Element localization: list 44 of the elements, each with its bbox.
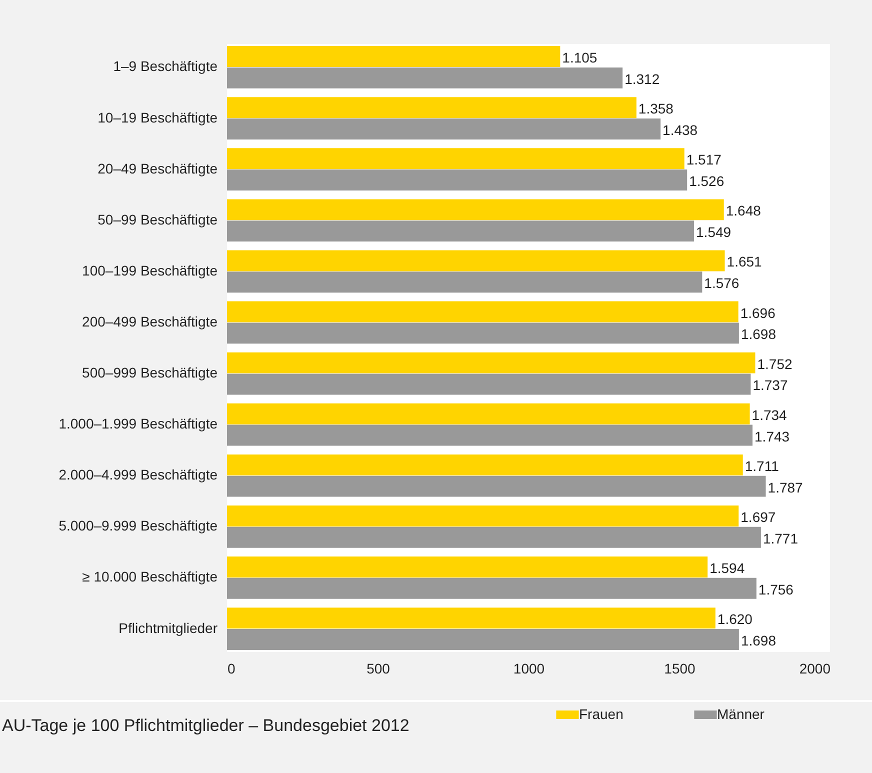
x-tick-label: 1000 bbox=[513, 660, 545, 676]
data-label: 1.771 bbox=[762, 530, 798, 546]
x-tick-label: 0 bbox=[228, 660, 236, 676]
data-label: 1.734 bbox=[752, 406, 788, 423]
data-label: 1.752 bbox=[757, 356, 792, 372]
data-label: 1.756 bbox=[758, 581, 794, 598]
y-tick-label: 100–199 Beschäftigte bbox=[82, 262, 218, 278]
x-tick-label: 2000 bbox=[799, 660, 831, 676]
legend-label: Frauen bbox=[579, 706, 624, 722]
y-tick-label: 50–99 Beschäftigte bbox=[98, 211, 218, 228]
data-label: 1.737 bbox=[752, 377, 788, 394]
data-label: 1.743 bbox=[754, 428, 790, 444]
y-tick-label: 2.000–4.999 Beschäftigte bbox=[58, 466, 218, 483]
data-label: 1.711 bbox=[744, 458, 780, 474]
data-label: 1.549 bbox=[696, 224, 732, 240]
data-label: 1.438 bbox=[662, 122, 698, 138]
x-tick-label: 500 bbox=[366, 660, 390, 676]
data-label: 1.698 bbox=[740, 326, 776, 342]
y-tick-label: 1–9 Beschäftigte bbox=[113, 58, 218, 74]
text: AU-Tage je 100 Pflichtmitglieder – Bundesgebiet 2012 bbox=[2, 716, 410, 736]
data-label: 1.594 bbox=[710, 560, 745, 576]
y-tick-label: 200–499 Beschäftigte bbox=[82, 313, 218, 330]
y-tick-label: 5.000–9.999 Beschäftigte bbox=[58, 518, 218, 534]
y-tick-label: ≥ 10.000 Beschäftigte bbox=[82, 568, 218, 585]
data-label: 1.698 bbox=[740, 632, 776, 648]
y-tick-label: 1.000–1.999 Beschäftigte bbox=[58, 416, 218, 432]
data-label: 1.517 bbox=[686, 152, 722, 168]
x-tick-label: 1500 bbox=[664, 660, 696, 676]
y-tick-label: 20–49 Beschäftigte bbox=[98, 160, 218, 176]
data-label: 1.526 bbox=[689, 173, 724, 190]
data-label: 1.105 bbox=[562, 50, 598, 66]
data-label: 1.576 bbox=[704, 275, 740, 292]
data-label: 1.697 bbox=[740, 508, 776, 525]
y-tick-label: 500–999 Beschäftigte bbox=[82, 364, 218, 381]
legend-label: Männer bbox=[717, 706, 765, 722]
data-label: 1.651 bbox=[726, 254, 762, 270]
data-label: 1.787 bbox=[768, 479, 804, 496]
y-tick-label: Pflichtmitglieder bbox=[118, 620, 218, 636]
data-label: 1.358 bbox=[638, 100, 674, 117]
y-tick-label: 10–19 Beschäftigte bbox=[98, 109, 218, 126]
data-label: 1.648 bbox=[726, 202, 762, 219]
data-label: 1.312 bbox=[624, 70, 660, 87]
data-label: 1.620 bbox=[717, 611, 753, 628]
data-label: 1.696 bbox=[740, 304, 776, 321]
